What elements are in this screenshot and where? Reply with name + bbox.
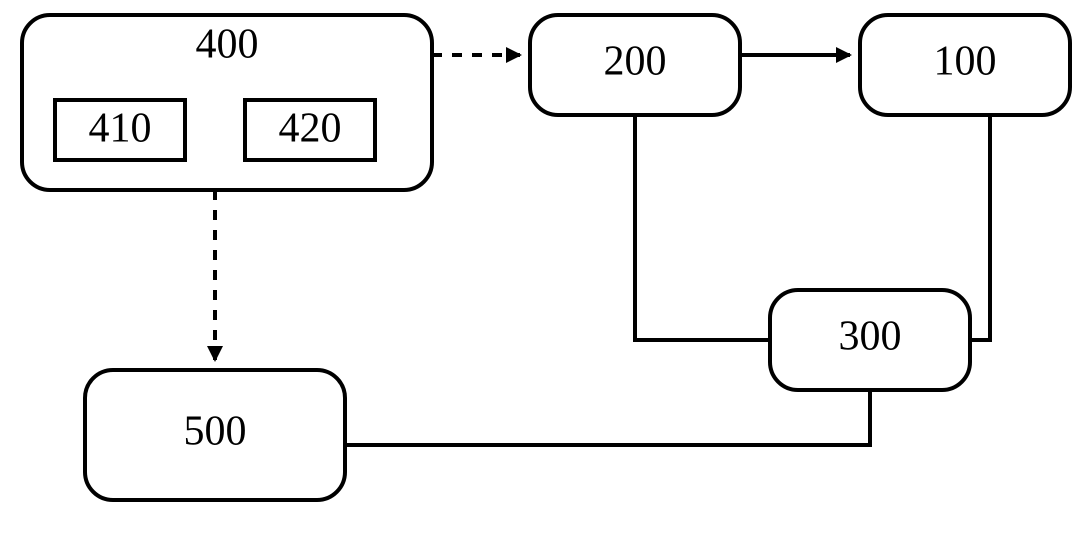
node-label-n420: 420 (279, 106, 342, 152)
node-n420: 420 (245, 100, 375, 160)
node-label-n300: 300 (839, 314, 902, 360)
node-label-n410: 410 (89, 106, 152, 152)
diagram-canvas: 400 410 420 200 100 300 500 (0, 0, 1091, 543)
node-label-n200: 200 (604, 39, 667, 85)
node-n100: 100 (860, 15, 1070, 115)
node-n500: 500 (85, 370, 345, 500)
edge-e200_300 (635, 115, 770, 340)
node-label-n500: 500 (184, 409, 247, 455)
node-n200: 200 (530, 15, 740, 115)
node-n400: 400 410 420 (22, 15, 432, 190)
node-label-n400: 400 (196, 22, 259, 68)
node-label-n100: 100 (934, 39, 997, 85)
node-n410: 410 (55, 100, 185, 160)
node-n300: 300 (770, 290, 970, 390)
edge-e300_500 (345, 390, 870, 445)
edge-e100_300 (970, 115, 990, 340)
